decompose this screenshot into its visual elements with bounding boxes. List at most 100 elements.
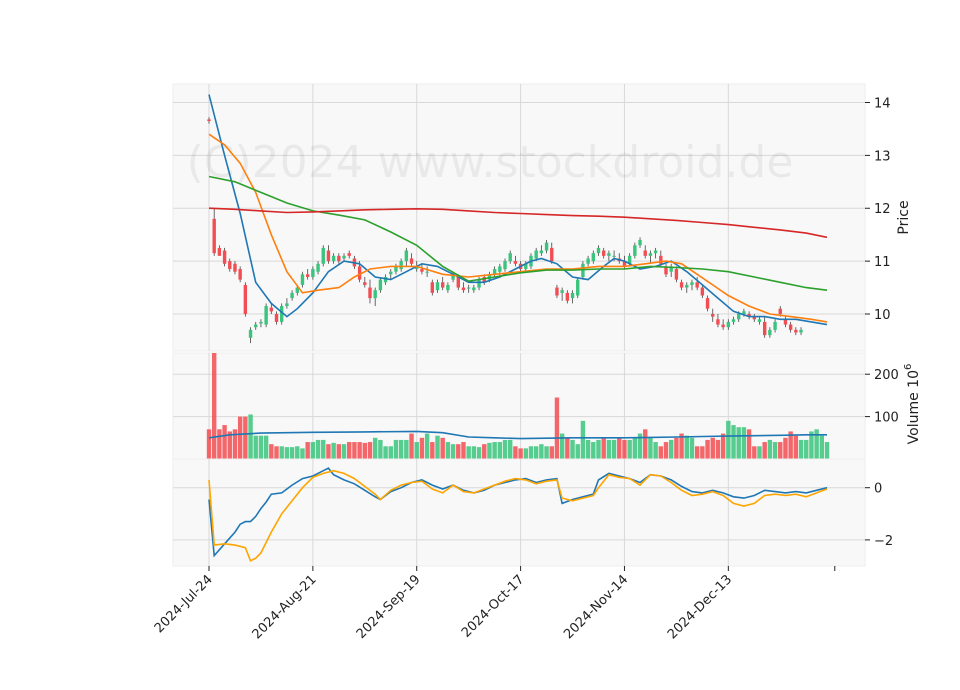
volume-bar-down [762, 442, 767, 459]
volume-bar-up [809, 431, 814, 459]
moving-average-line [208, 94, 828, 326]
candle-down [622, 261, 627, 267]
price-tick-label: 13 [874, 149, 891, 164]
volume-bar-down [430, 442, 435, 459]
candle-down [601, 250, 606, 256]
volume-axis-label: Volume 106 [903, 364, 922, 445]
volume-bar-up [772, 442, 778, 459]
volume-bar-down [720, 433, 726, 459]
volume-average-path [208, 430, 827, 440]
candle-up [373, 290, 377, 299]
candle-down [788, 324, 793, 330]
candle-up [487, 274, 492, 280]
volume-bar-up [295, 446, 300, 459]
volume-bar-down [617, 437, 622, 459]
oscillator-lines [208, 467, 828, 562]
candle-up [425, 271, 429, 273]
volume-bar-up [632, 437, 638, 459]
volume-bar-down [362, 442, 368, 459]
date-tick-label: 2024-Sep-19 [354, 572, 424, 642]
volume-bar-up [544, 446, 549, 459]
volume-bar-down [357, 442, 362, 459]
candle-down [752, 316, 756, 320]
volume-bar-down [622, 439, 627, 459]
candle-down [550, 247, 554, 262]
candle-down [409, 258, 414, 264]
volume-bar-up [331, 442, 336, 459]
candle-up [627, 255, 632, 264]
volume-bar-down [232, 429, 238, 459]
moving-average-line [208, 175, 828, 291]
volume-gridlines [173, 353, 865, 459]
volume-bar-down [601, 437, 606, 459]
candle-up [539, 250, 544, 254]
volume-bar-up [559, 433, 565, 459]
candle-up [612, 255, 616, 257]
candle-up [477, 279, 481, 288]
volume-bar-up [757, 446, 762, 459]
candle-up [690, 282, 694, 285]
volume-bar-down [752, 446, 757, 459]
volume-bar-up [383, 446, 388, 459]
price-panel: (C)2024 www.stockdroid.de 10 11 12 13 14 Pri… [172, 83, 912, 352]
volume-bar-up [279, 446, 284, 459]
volume-bar-down [217, 429, 222, 459]
volume-bar-up [497, 442, 503, 459]
date-tick-label: 2024-Jul-24 [152, 572, 216, 636]
candle-up [648, 253, 653, 256]
volume-bar-down [793, 435, 799, 459]
oscillator-tick-label: −2 [874, 534, 893, 549]
volume-bar-up [414, 442, 419, 459]
candle-up [466, 287, 471, 289]
volume-bar-up [596, 439, 601, 459]
volume-bar-up [726, 420, 731, 459]
candle-up [498, 266, 502, 272]
candle-down [233, 263, 237, 272]
date-axis: 2024-Jul-24 2024-Aug-21 2024-Sep-19 2024-Oc… [152, 566, 836, 642]
candle-down [326, 250, 331, 262]
volume-bar-up [321, 439, 326, 459]
oscillator-axis: −2 0 [865, 482, 893, 549]
candle-down [222, 250, 227, 264]
volume-label-exponent: 6 [903, 364, 914, 370]
volume-bar-up [648, 437, 653, 459]
volume-bar-up [248, 414, 253, 459]
candle-up [389, 271, 393, 275]
candle-down [700, 287, 705, 296]
candle-up [248, 329, 253, 338]
candle-down [482, 276, 486, 283]
volume-bar-down [565, 437, 570, 459]
candle-up [685, 284, 689, 288]
candle-up [472, 287, 476, 291]
candle-down [555, 287, 559, 296]
volume-bar-up [487, 442, 492, 459]
volume-bar-down [715, 439, 721, 459]
candle-down [274, 313, 279, 322]
candle-up [669, 266, 673, 272]
volume-bar-up [315, 439, 321, 459]
price-axis: 10 11 12 13 14 [865, 97, 891, 323]
candle-down [456, 276, 460, 288]
candle-down [762, 321, 767, 336]
volume-bar-down [222, 425, 227, 459]
volume-bar-up [398, 439, 404, 459]
volume-bar-up [741, 427, 747, 459]
date-tick-label: 2024-Nov-14 [561, 572, 631, 642]
date-tick-label: 2024-Aug-21 [250, 572, 320, 642]
volume-bar-up [508, 439, 513, 459]
volume-bar-up [404, 439, 409, 459]
candle-down [643, 250, 647, 256]
candle-down [513, 261, 518, 264]
volume-bar-down [658, 446, 664, 459]
volume-panel-background [172, 352, 866, 460]
candle-down [228, 261, 232, 270]
volume-bar-up [523, 448, 528, 459]
candle-up [415, 266, 419, 270]
price-axis-label: Price [896, 200, 912, 234]
volume-bar-down [326, 444, 331, 459]
candle-up [508, 253, 512, 262]
candle-up [300, 274, 305, 285]
volume-bar-down [305, 442, 310, 459]
candle-up [560, 290, 564, 293]
volume-bar-up [575, 444, 580, 459]
